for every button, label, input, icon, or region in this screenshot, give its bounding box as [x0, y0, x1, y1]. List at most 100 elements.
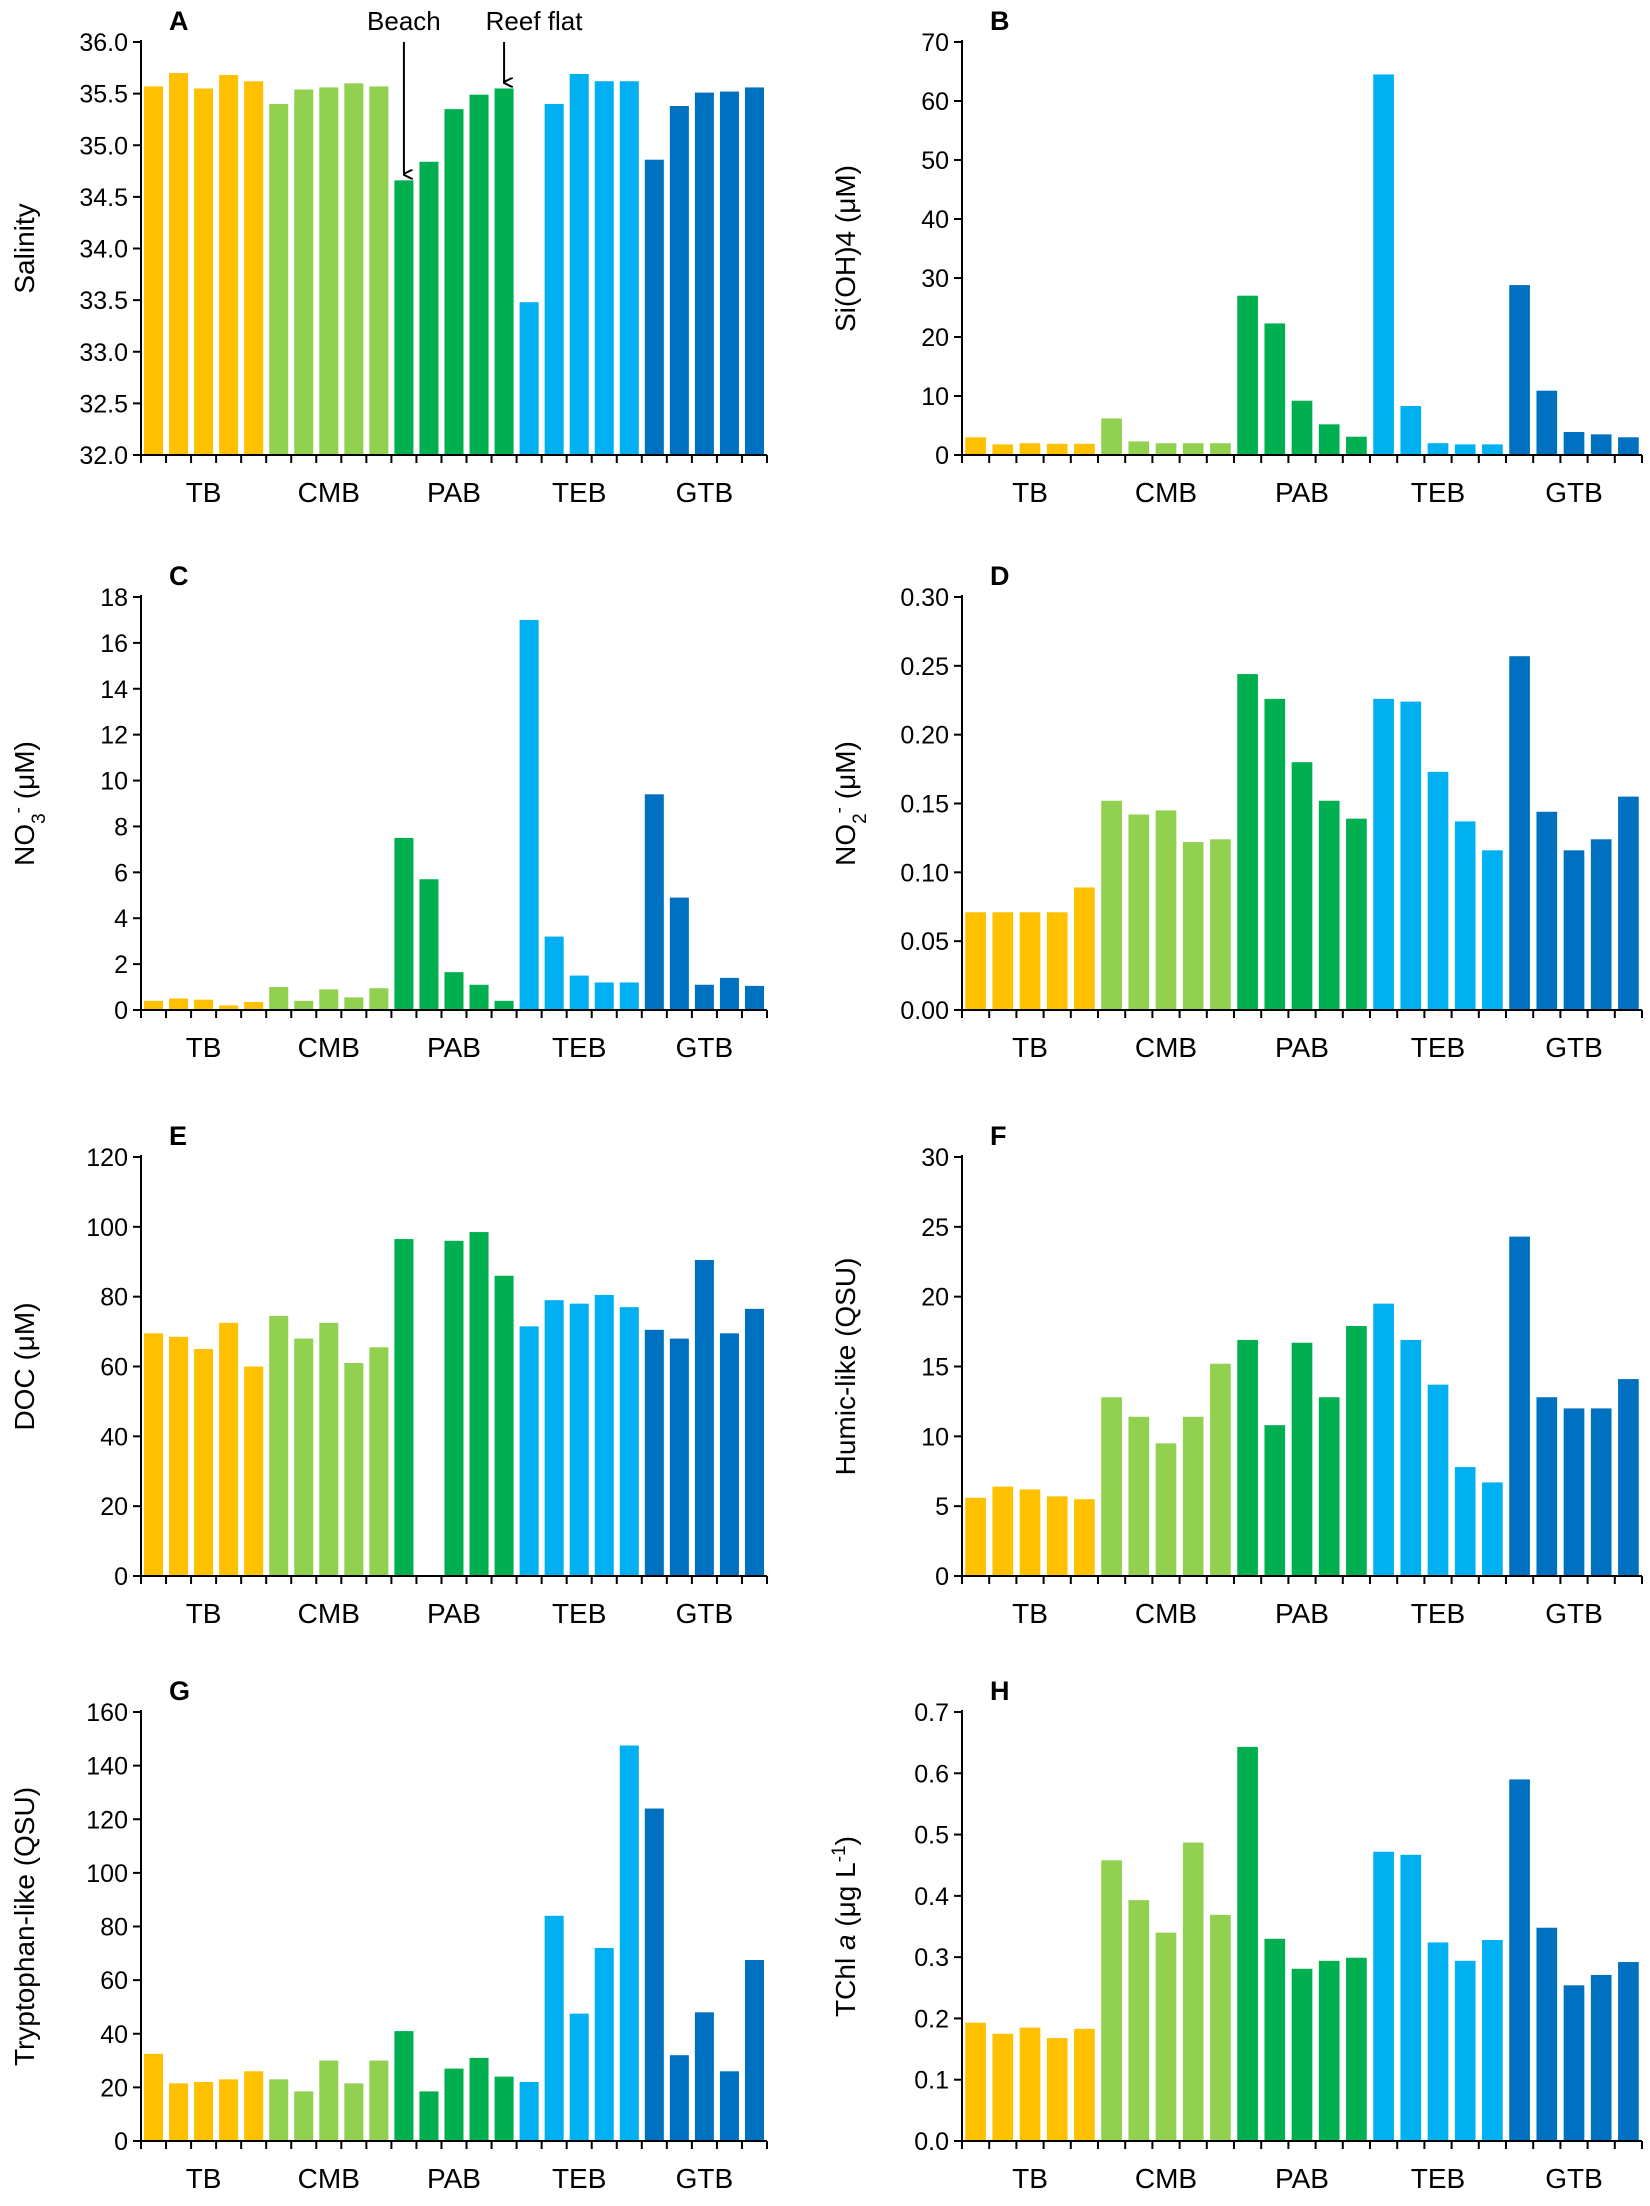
bar-A-TEB-2: [544, 103, 564, 455]
bar-A-GTB-2: [669, 106, 689, 455]
bar-A-GTB-3: [694, 92, 714, 455]
bar-C-CMB-3: [319, 989, 339, 1010]
bar-C-PAB-5: [494, 1000, 514, 1010]
bar-H-TEB-5: [1482, 1939, 1503, 2141]
bar-E-TEB-3: [569, 1303, 589, 1576]
bar-H-PAB-2: [1264, 1938, 1286, 2141]
y-tick-label-E: 40: [100, 1423, 128, 1451]
y-tick-label-E: 60: [100, 1354, 128, 1382]
x-group-label-A-TEB: TEB: [552, 477, 606, 508]
bar-F-PAB-1: [1237, 1339, 1258, 1576]
bar-E-PAB-4: [469, 1232, 489, 1576]
bar-C-GTB-3: [694, 984, 714, 1010]
bar-E-CMB-3: [319, 1322, 339, 1576]
bar-C-GTB-2: [669, 897, 689, 1010]
bar-F-PAB-2: [1264, 1425, 1286, 1576]
x-group-label-A-PAB: PAB: [427, 477, 481, 508]
bar-D-TEB-5: [1482, 850, 1503, 1010]
bar-A-TEB-1: [519, 302, 539, 455]
bar-C-TB-5: [244, 1001, 264, 1010]
x-group-label-C-CMB: CMB: [298, 1032, 360, 1063]
x-group-label-E-TB: TB: [186, 1598, 222, 1629]
bar-G-TB-5: [244, 2071, 264, 2141]
y-axis-title-C: NO3- (μM): [8, 741, 50, 866]
y-tick-label-D: 0.25: [900, 653, 949, 681]
y-axis-title-A: Salinity: [9, 203, 40, 293]
y-tick-label-E: 0: [114, 1563, 128, 1591]
x-group-label-D-CMB: CMB: [1135, 1032, 1197, 1063]
bar-D-TEB-3: [1427, 771, 1449, 1010]
bar-B-TEB-2: [1400, 406, 1422, 455]
bar-A-GTB-5: [744, 87, 764, 456]
bar-A-TEB-5: [619, 81, 639, 456]
bar-F-GTB-2: [1536, 1397, 1558, 1576]
y-axis-title-B: Si(OH)4 (μM): [830, 165, 861, 332]
y-tick-label-C: 16: [100, 630, 128, 658]
panel-letter-E: E: [169, 1121, 187, 1151]
bar-C-PAB-4: [469, 984, 489, 1010]
x-group-label-G-PAB: PAB: [427, 2163, 481, 2194]
y-tick-label-G: 20: [100, 2074, 128, 2102]
bar-D-TB-3: [1019, 912, 1041, 1010]
y-tick-label-E: 20: [100, 1493, 128, 1521]
y-tick-label-G: 40: [100, 2021, 128, 2049]
bar-E-CMB-2: [294, 1338, 314, 1576]
bar-E-TEB-5: [619, 1307, 639, 1576]
bar-F-CMB-4: [1182, 1416, 1204, 1576]
x-group-label-A-GTB: GTB: [676, 477, 734, 508]
x-group-label-C-TB: TB: [186, 1032, 222, 1063]
y-tick-label-D: 0.00: [900, 997, 949, 1025]
x-group-label-G-TB: TB: [186, 2163, 222, 2194]
y-tick-label-G: 120: [86, 1806, 128, 1834]
panel-E: 0 20 40 60 80 100 120 TB CMB PAB TEB GTB E DOC (μM): [9, 1121, 768, 1629]
x-group-label-C-GTB: GTB: [676, 1032, 734, 1063]
y-tick-label-H: 0.3: [914, 1944, 949, 1972]
y-tick-label-H: 0.0: [914, 2128, 949, 2156]
bar-F-GTB-1: [1509, 1236, 1530, 1576]
bar-D-TB-2: [992, 912, 1014, 1010]
bar-C-CMB-2: [294, 1000, 314, 1010]
bar-B-GTB-2: [1536, 390, 1558, 455]
bar-H-PAB-5: [1346, 1957, 1367, 2141]
bar-B-TB-3: [1019, 443, 1041, 455]
y-tick-label-B: 20: [921, 324, 949, 352]
bar-D-GTB-1: [1509, 656, 1530, 1010]
bar-G-GTB-5: [744, 1960, 764, 2141]
bar-H-GTB-4: [1590, 1974, 1612, 2141]
bar-A-TB-5: [244, 81, 264, 456]
bar-A-TB-4: [219, 75, 239, 455]
y-tick-label-G: 160: [86, 1699, 128, 1727]
bar-H-PAB-4: [1318, 1960, 1340, 2141]
x-group-label-H-CMB: CMB: [1135, 2163, 1197, 2194]
bar-C-TEB-3: [569, 975, 589, 1010]
bar-H-TEB-3: [1427, 1942, 1449, 2141]
y-tick-label-A: 35.5: [79, 81, 128, 109]
x-group-label-G-GTB: GTB: [676, 2163, 734, 2194]
bar-H-TB-5: [1074, 2028, 1095, 2141]
bar-F-TEB-2: [1400, 1339, 1422, 1576]
bar-C-PAB-1: [394, 837, 414, 1010]
bar-C-TB-3: [194, 999, 214, 1010]
y-tick-label-C: 18: [100, 584, 128, 612]
bar-H-TB-2: [992, 2033, 1014, 2141]
y-tick-label-H: 0.7: [914, 1699, 949, 1727]
y-tick-label-D: 0.15: [900, 791, 949, 819]
panel-B: 0 10 20 30 40 50 60 70 TB CMB PAB TEB GTB B Si(OH)4 (μ…: [830, 6, 1643, 508]
bar-B-TEB-4: [1454, 444, 1476, 455]
bar-B-PAB-3: [1291, 400, 1313, 455]
y-tick-label-B: 40: [921, 206, 949, 234]
x-group-label-B-CMB: CMB: [1135, 477, 1197, 508]
bar-H-GTB-3: [1563, 1985, 1585, 2141]
bar-H-TEB-2: [1400, 1854, 1422, 2141]
bar-G-GTB-3: [694, 2012, 714, 2141]
bar-B-CMB-5: [1210, 443, 1231, 455]
x-group-label-G-TEB: TEB: [552, 2163, 606, 2194]
bar-B-TEB-3: [1427, 443, 1449, 455]
bar-E-PAB-1: [394, 1239, 414, 1576]
y-tick-label-G: 100: [86, 1860, 128, 1888]
bar-F-PAB-5: [1346, 1326, 1367, 1576]
bar-H-TB-4: [1046, 2038, 1068, 2141]
y-tick-label-H: 0.4: [914, 1883, 949, 1911]
bar-D-GTB-2: [1536, 811, 1558, 1010]
